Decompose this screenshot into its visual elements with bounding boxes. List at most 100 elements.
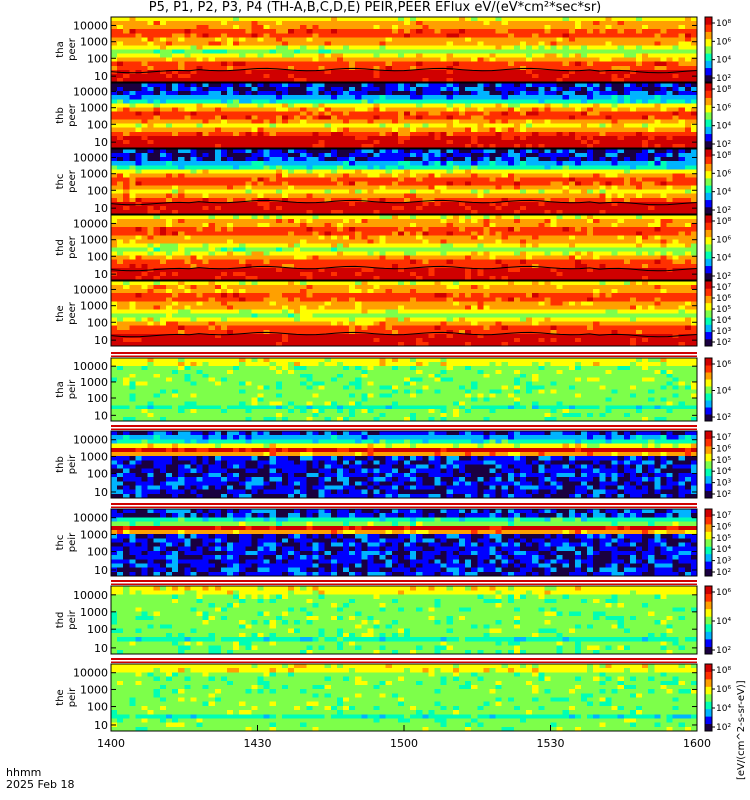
colorbar-tick-label: 10² <box>716 206 731 216</box>
colorbar-tick-label: 10⁸ <box>716 151 731 161</box>
y-tick-label: 10000 <box>73 283 108 296</box>
y-tick-label: 1000 <box>80 683 108 696</box>
colorbar-tha-peer: 10² 10⁴ 10⁶ 10⁸ <box>704 16 731 84</box>
colorbar-tick-label: 10² <box>716 338 731 348</box>
x-tick-label: 1530 <box>537 737 565 750</box>
colorbar-tick-label: 10² <box>716 490 731 500</box>
colorbar-tha-peir: 10² 10⁴ 10⁶ <box>704 357 731 423</box>
panel-frame <box>110 585 698 655</box>
y-tick-label: 1000 <box>80 450 108 463</box>
colorbar-side-label: [eV/(cm^2-s-sr-eV)] <box>736 680 747 780</box>
colorbar-tick-label: 10² <box>716 568 731 578</box>
colorbar-thc-peer: 10² 10⁴ 10⁶ 10⁸ <box>704 148 731 216</box>
panel-label-instrument: peer <box>67 301 78 325</box>
y-tick-label: 10 <box>94 334 108 347</box>
y-tick-label: 100 <box>87 118 108 131</box>
y-tick-label: 100 <box>87 316 108 329</box>
panel-frame <box>110 16 698 83</box>
colorbar-frame <box>704 16 713 83</box>
colorbar-tick-label: 10⁴ <box>716 188 731 198</box>
colorbar-thd-peer: 10² 10⁴ 10⁶ 10⁸ <box>704 214 731 282</box>
panel-separator-gap <box>111 505 697 507</box>
plot-title: P5, P1, P2, P3, P4 (TH-A,B,C,D,E) PEIR,P… <box>148 0 602 15</box>
spectrogram-thc-peer <box>111 149 698 215</box>
panel-label-probe: thb <box>55 456 66 473</box>
colorbar-frame <box>704 82 713 149</box>
y-tick-label: 10 <box>94 486 108 499</box>
spectrogram-tha-peer <box>111 17 698 83</box>
spectrogram-thd-peir <box>111 586 698 655</box>
colorbar-frame <box>704 508 713 577</box>
panel-label-probe: thc <box>55 535 66 551</box>
colorbar-frame <box>704 280 713 347</box>
colorbar-tick-label: 10⁶ <box>716 235 731 245</box>
y-tick-label: 100 <box>87 184 108 197</box>
y-tick-label: 1000 <box>80 606 108 619</box>
x-tick-label: 1430 <box>244 737 272 750</box>
boundary-line-thd-peer <box>110 265 698 272</box>
colorbar-tick-label: 10² <box>716 272 731 282</box>
panel-the-peir: 10 100 1000 10000 the peir 10² 10⁴ 10⁶ 10⁸ <box>55 658 731 733</box>
colorbar-tick-label: 10⁶ <box>716 444 731 454</box>
colorbar-tick-label: 10⁶ <box>716 169 731 179</box>
panel-frame <box>110 148 698 215</box>
colorbar-tick-label: 10² <box>716 413 731 423</box>
colorbar-thb-peer: 10² 10⁴ 10⁶ 10⁸ <box>704 82 731 150</box>
x-axis: 1400 1430 1500 1530 1600 <box>97 725 711 750</box>
colorbar-frame <box>704 357 713 422</box>
panel-label-probe: the <box>55 305 66 321</box>
x-tick-label: 1400 <box>97 737 125 750</box>
y-tick-label: 10 <box>94 564 108 577</box>
boundary-line-tha-peer <box>110 67 698 74</box>
y-tick-label: 10000 <box>73 360 108 373</box>
colorbar-tick-label: 10⁶ <box>716 103 731 113</box>
panel-thd-peir: 10 100 1000 10000 thd peir 10² 10⁴ 10⁶ <box>55 580 731 656</box>
panel-label-probe: thd <box>55 239 66 256</box>
colorbar-tick-label: 10⁷ <box>716 511 731 521</box>
y-tick-label: 100 <box>87 392 108 405</box>
y-tick-label: 10000 <box>73 434 108 447</box>
y-tick-label: 10 <box>94 268 108 281</box>
colorbar-tick-label: 10⁸ <box>716 666 731 676</box>
colorbar-tick-label: 10⁸ <box>716 217 731 227</box>
panel-label-probe: tha <box>55 41 66 57</box>
panel-frame <box>110 82 698 149</box>
colorbar-tick-label: 10⁴ <box>716 254 731 264</box>
y-tick-label: 10 <box>94 409 108 422</box>
colorbar-tick-label: 10⁷ <box>716 433 731 443</box>
spectrogram-the-peir <box>111 664 698 732</box>
colorbar-the-peir: 10² 10⁴ 10⁶ 10⁸ <box>704 663 731 733</box>
y-tick-label: 100 <box>87 468 108 481</box>
colorbar-tick-label: 10⁴ <box>716 316 731 326</box>
colorbar-tick-label: 10⁶ <box>716 522 731 532</box>
colorbar-tick-label: 10⁴ <box>716 387 731 397</box>
y-tick-label: 100 <box>87 546 108 559</box>
y-tick-label: 100 <box>87 701 108 714</box>
panel-separator-gap <box>111 354 697 356</box>
colorbar-tick-label: 10² <box>716 140 731 150</box>
panel-label-instrument: peer <box>67 103 78 127</box>
panel-label-probe: thd <box>55 612 66 629</box>
y-tick-label: 100 <box>87 52 108 65</box>
panel-frame <box>110 357 698 422</box>
y-tick-label: 1000 <box>80 36 108 49</box>
colorbar-frame <box>704 148 713 215</box>
panel-frame <box>110 508 698 577</box>
spectrogram-thb-peer <box>111 83 698 149</box>
x-tick-label: 1500 <box>390 737 418 750</box>
panel-label-instrument: peer <box>67 235 78 259</box>
colorbar-frame <box>704 214 713 281</box>
x-tick-label: 1600 <box>683 737 711 750</box>
colorbar-thd-peir: 10² 10⁴ 10⁶ <box>704 585 731 656</box>
colorbar-tick-label: 10⁵ <box>716 456 731 466</box>
colorbar-tick-label: 10³ <box>716 327 731 337</box>
panel-label-probe: thb <box>55 107 66 124</box>
panel-separator-gap <box>111 660 697 662</box>
panel-label-probe: the <box>55 689 66 705</box>
